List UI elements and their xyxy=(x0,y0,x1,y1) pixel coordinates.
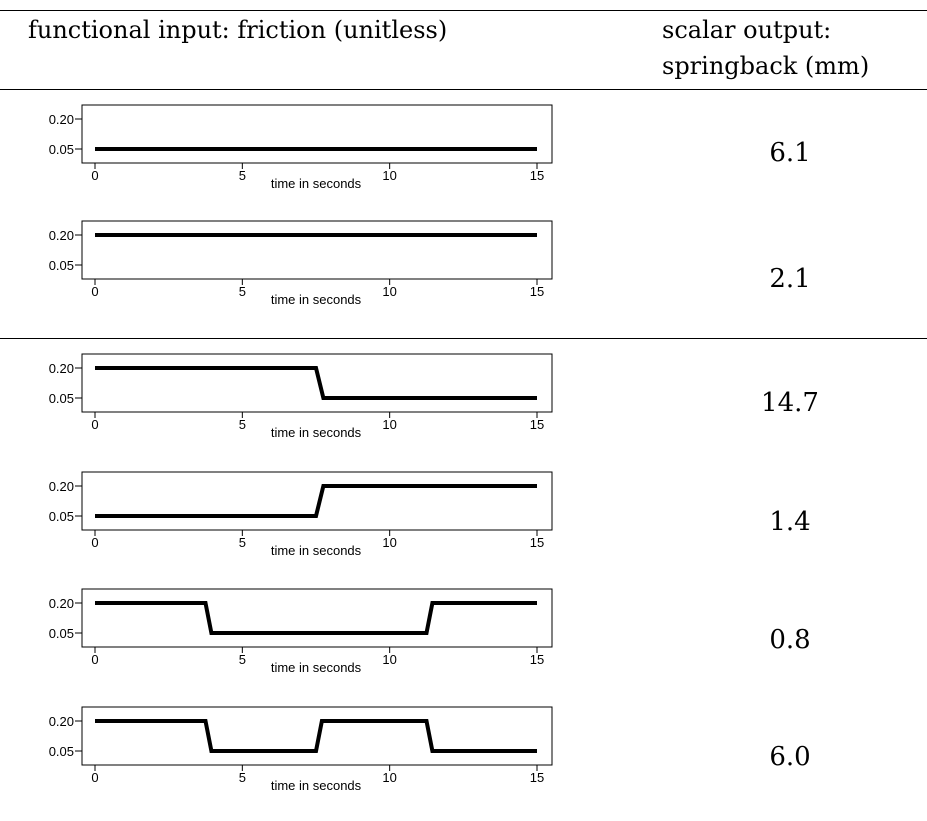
x-tick-label: 0 xyxy=(91,168,98,183)
x-tick-label: 0 xyxy=(91,417,98,432)
x-tick-label: 10 xyxy=(382,770,396,785)
x-tick-label: 0 xyxy=(91,770,98,785)
plot-frame xyxy=(81,588,553,648)
y-tick-label: 0.20 xyxy=(49,361,74,376)
x-tick-label: 10 xyxy=(382,535,396,550)
x-tick-label: 5 xyxy=(239,417,246,432)
friction-plot-1: 0.20 0.05 0 5 10 15 time in seconds xyxy=(49,104,553,191)
y-tick-label: 0.05 xyxy=(49,142,74,157)
y-tick-label: 0.05 xyxy=(49,258,74,273)
x-tick-label: 5 xyxy=(239,652,246,667)
plot-frame xyxy=(81,220,553,280)
springback-value-1: 6.1 xyxy=(769,138,811,168)
y-tick-label: 0.05 xyxy=(49,744,74,759)
springback-value-4: 1.4 xyxy=(769,507,811,537)
y-tick-label: 0.20 xyxy=(49,228,74,243)
plot-frame xyxy=(81,353,553,413)
x-axis-label: time in seconds xyxy=(271,176,362,191)
friction-series-line xyxy=(95,484,537,518)
x-tick-label: 15 xyxy=(530,284,544,299)
friction-series-line xyxy=(95,719,537,753)
x-tick-label: 10 xyxy=(382,417,396,432)
friction-plot-5: 0.20 0.05 0 5 10 15 time in seconds xyxy=(49,588,553,675)
x-tick-label: 10 xyxy=(382,168,396,183)
x-tick-label: 15 xyxy=(530,417,544,432)
output-column-header-line2: springback (mm) xyxy=(662,52,870,80)
x-tick-label: 15 xyxy=(530,770,544,785)
y-tick-label: 0.05 xyxy=(49,391,74,406)
y-tick-label: 0.20 xyxy=(49,479,74,494)
output-column-header-line1: scalar output: xyxy=(662,16,832,44)
x-tick-label: 15 xyxy=(530,168,544,183)
x-tick-label: 0 xyxy=(91,535,98,550)
x-axis-label: time in seconds xyxy=(271,660,362,675)
x-tick-label: 10 xyxy=(382,652,396,667)
header-rule xyxy=(0,89,927,90)
x-tick-label: 5 xyxy=(239,284,246,299)
x-tick-label: 0 xyxy=(91,652,98,667)
x-tick-label: 0 xyxy=(91,284,98,299)
friction-plot-3: 0.20 0.05 0 5 10 15 time in seconds xyxy=(49,353,553,440)
x-tick-label: 5 xyxy=(239,535,246,550)
x-tick-label: 5 xyxy=(239,168,246,183)
x-tick-label: 5 xyxy=(239,770,246,785)
y-tick-label: 0.05 xyxy=(49,626,74,641)
springback-value-5: 0.8 xyxy=(769,625,811,655)
friction-plot-6: 0.20 0.05 0 5 10 15 time in seconds xyxy=(49,706,553,793)
x-axis-label: time in seconds xyxy=(271,543,362,558)
x-axis-label: time in seconds xyxy=(271,292,362,307)
friction-plot-4: 0.20 0.05 0 5 10 15 time in seconds xyxy=(49,471,553,558)
table-top-rule xyxy=(0,10,927,11)
y-tick-label: 0.05 xyxy=(49,509,74,524)
springback-value-2: 2.1 xyxy=(769,264,811,294)
friction-plot-2: 0.20 0.05 0 5 10 15 time in seconds xyxy=(49,220,553,307)
y-tick-label: 0.20 xyxy=(49,714,74,729)
friction-series-line xyxy=(95,601,537,635)
springback-value-3: 14.7 xyxy=(761,388,819,418)
input-column-header: functional input: friction (unitless) xyxy=(28,16,448,44)
x-axis-label: time in seconds xyxy=(271,778,362,793)
group-separator-rule xyxy=(0,338,927,339)
friction-series-line xyxy=(95,366,537,400)
plot-frame xyxy=(81,104,553,164)
y-tick-label: 0.20 xyxy=(49,112,74,127)
x-tick-label: 10 xyxy=(382,284,396,299)
x-axis-label: time in seconds xyxy=(271,425,362,440)
x-tick-label: 15 xyxy=(530,652,544,667)
y-tick-label: 0.20 xyxy=(49,596,74,611)
plot-frame xyxy=(81,706,553,766)
springback-value-6: 6.0 xyxy=(769,742,811,772)
x-tick-label: 15 xyxy=(530,535,544,550)
plot-frame xyxy=(81,471,553,531)
